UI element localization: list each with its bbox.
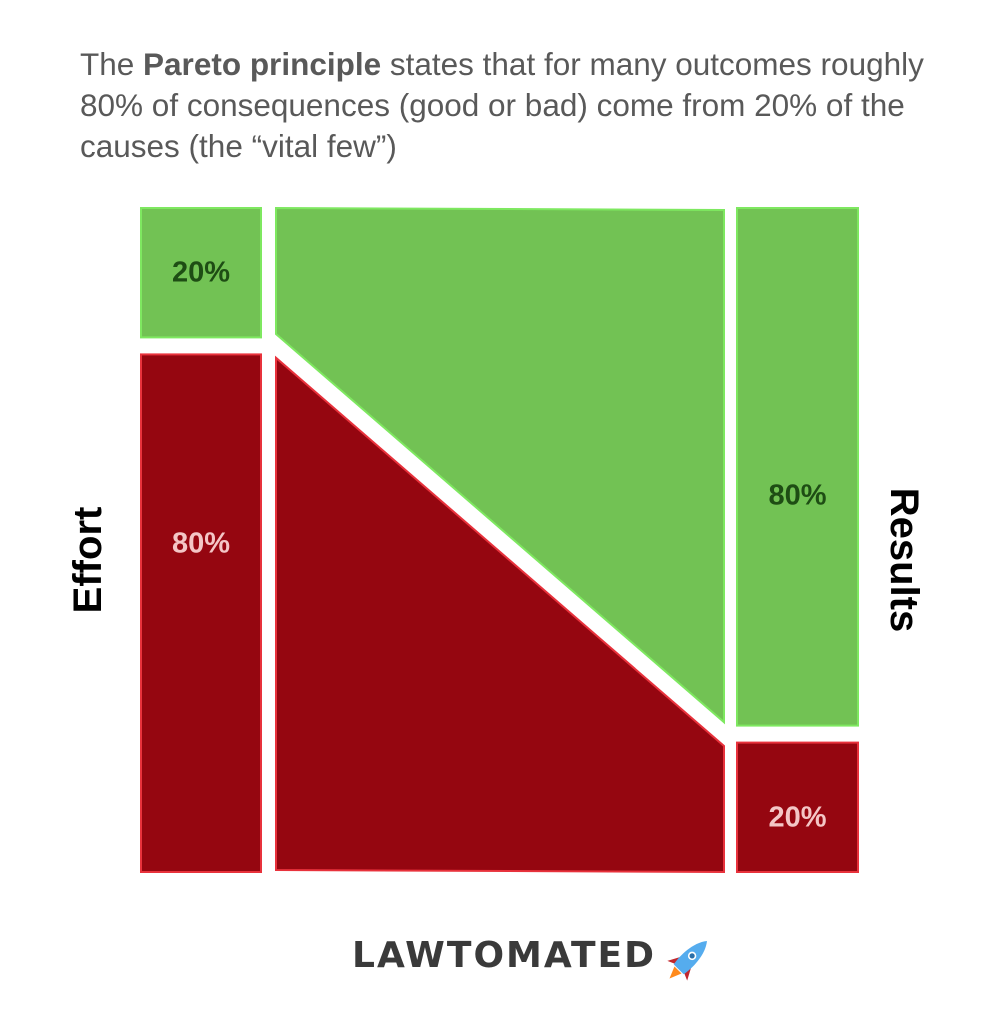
intro-highlight: Pareto principle — [143, 46, 382, 82]
results-axis-label: Results — [882, 488, 926, 633]
effort-bottom-percent: 80% — [172, 527, 230, 559]
effort-bottom-segment — [140, 353, 262, 873]
intro-suffix: states that for many outcomes roughly 80… — [80, 46, 924, 164]
intro-prefix: The — [80, 46, 144, 82]
results-top-percent: 80% — [768, 479, 826, 511]
results-top-segment — [736, 207, 859, 727]
effort-top-segment — [140, 207, 262, 339]
intro-text: The Pareto principle states that for man… — [80, 44, 940, 167]
flow-bad-area — [275, 355, 725, 874]
effort-top-percent: 20% — [172, 257, 230, 289]
effort-axis-label: Effort — [66, 507, 110, 614]
results-bottom-percent: 20% — [768, 802, 826, 834]
results-bottom-segment — [736, 741, 859, 873]
rocket-icon — [667, 941, 707, 981]
flow-good-area — [275, 206, 725, 725]
brand-name: LAWTOMATED — [352, 935, 656, 976]
